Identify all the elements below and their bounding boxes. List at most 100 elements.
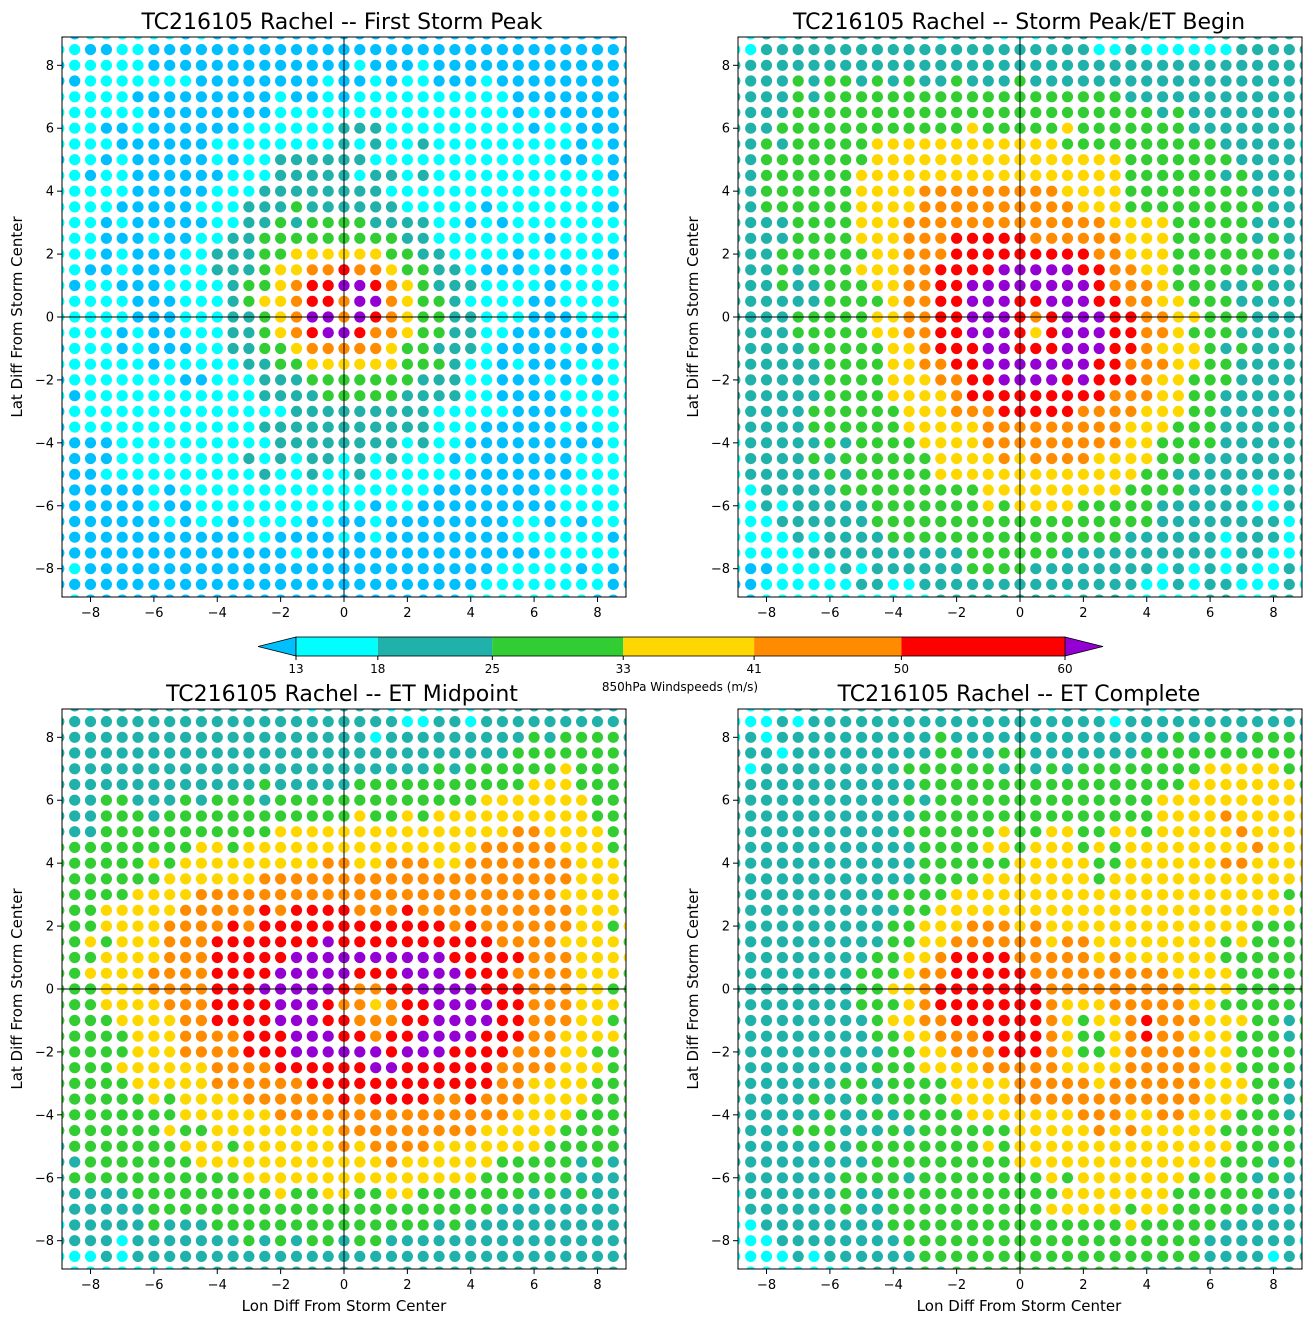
- wind-point: [101, 709, 112, 712]
- wind-point: [116, 405, 128, 417]
- wind-point: [370, 1219, 382, 1231]
- wind-point: [1188, 578, 1200, 591]
- wind-point: [84, 217, 97, 229]
- wind-point: [132, 295, 144, 307]
- wind-point: [433, 999, 445, 1011]
- wind-point: [919, 794, 931, 806]
- wind-point: [903, 1156, 915, 1168]
- wind-point: [116, 342, 128, 355]
- wind-point: [1267, 390, 1280, 402]
- wind-point: [512, 185, 524, 197]
- wind-point: [1204, 59, 1216, 71]
- wind-point: [180, 794, 192, 806]
- wind-point: [871, 500, 884, 512]
- wind-point: [100, 169, 112, 181]
- wind-point: [401, 468, 413, 480]
- wind-point: [180, 1125, 192, 1137]
- wind-point: [449, 122, 461, 134]
- wind-point: [512, 279, 524, 292]
- wind-point: [608, 1266, 618, 1269]
- wind-point: [1188, 122, 1200, 134]
- wind-point: [982, 531, 994, 543]
- wind-point: [966, 374, 979, 386]
- wind-point: [481, 967, 493, 979]
- wind-point: [1283, 437, 1295, 449]
- wind-point: [745, 1140, 757, 1152]
- wind-point: [116, 1046, 128, 1058]
- wind-point: [148, 841, 160, 854]
- wind-point: [1061, 563, 1074, 575]
- wind-point: [1236, 185, 1248, 197]
- crosshair: [738, 37, 1302, 597]
- wind-point: [998, 154, 1010, 166]
- wind-point: [243, 810, 255, 822]
- wind-point: [370, 841, 382, 854]
- wind-point: [465, 857, 477, 869]
- wind-point: [322, 1062, 334, 1074]
- wind-point: [576, 201, 588, 213]
- wind-point: [62, 921, 65, 931]
- wind-point: [608, 37, 618, 40]
- y-tick-label: 8: [46, 59, 54, 74]
- wind-point: [623, 1173, 626, 1183]
- wind-point: [919, 405, 931, 417]
- wind-point: [211, 889, 223, 901]
- wind-point: [322, 1203, 334, 1215]
- wind-point: [132, 951, 144, 964]
- wind-point: [401, 1014, 413, 1027]
- wind-point: [998, 342, 1010, 355]
- wind-point: [528, 1125, 540, 1137]
- wind-point: [148, 920, 160, 932]
- wind-point: [481, 358, 493, 370]
- wind-point: [745, 201, 757, 213]
- wind-point: [760, 967, 773, 979]
- wind-point: [275, 106, 287, 119]
- wind-point: [808, 778, 820, 791]
- wind-point: [738, 45, 741, 55]
- wind-point: [824, 1030, 836, 1042]
- wind-point: [465, 547, 477, 559]
- wind-point: [560, 185, 572, 197]
- wind-point: [180, 500, 192, 512]
- wind-point: [481, 1125, 493, 1137]
- wind-point: [935, 154, 947, 166]
- wind-point: [1046, 232, 1058, 244]
- wind-point: [528, 122, 540, 134]
- wind-point: [385, 484, 398, 496]
- wind-point: [132, 889, 144, 901]
- wind-point: [69, 731, 81, 743]
- wind-point: [195, 1219, 207, 1231]
- wind-point: [370, 1235, 382, 1247]
- wind-point: [370, 122, 382, 134]
- wind-point: [887, 716, 899, 728]
- wind-point: [856, 709, 867, 712]
- wind-point: [1109, 437, 1121, 449]
- wind-point: [623, 717, 626, 727]
- wind-point: [1236, 138, 1248, 150]
- wind-point: [84, 1093, 97, 1105]
- wind-point: [306, 59, 318, 71]
- wind-point: [465, 904, 477, 916]
- wind-point: [1267, 248, 1280, 260]
- wind-point: [576, 468, 588, 480]
- wind-point: [465, 1077, 477, 1089]
- wind-point: [322, 327, 334, 339]
- wind-point: [1220, 421, 1232, 433]
- wind-point: [62, 548, 65, 558]
- wind-point: [1172, 75, 1184, 87]
- wind-point: [180, 547, 192, 559]
- wind-point: [259, 59, 271, 71]
- wind-point: [998, 731, 1010, 743]
- wind-point: [776, 405, 789, 417]
- wind-point: [1109, 232, 1121, 244]
- wind-point: [62, 564, 65, 574]
- wind-point: [951, 91, 963, 103]
- wind-point: [433, 515, 445, 528]
- wind-point: [776, 1250, 789, 1262]
- wind-point: [227, 951, 239, 964]
- wind-point: [966, 1219, 979, 1231]
- wind-point: [100, 578, 112, 591]
- wind-point: [560, 873, 572, 885]
- wind-point: [385, 531, 398, 543]
- wind-point: [306, 468, 318, 480]
